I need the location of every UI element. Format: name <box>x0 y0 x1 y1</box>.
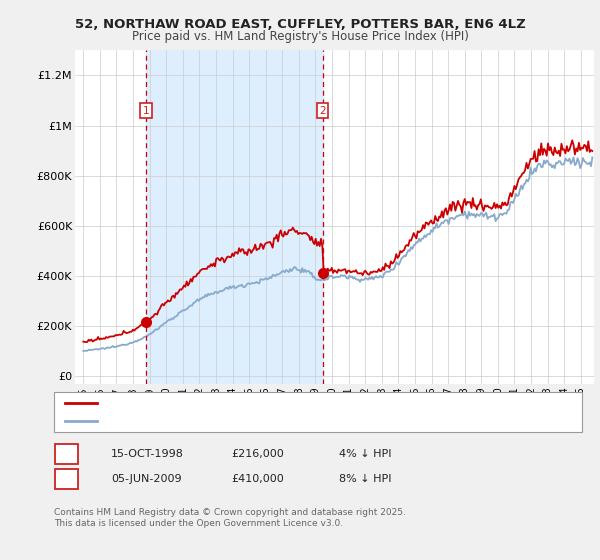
Text: £216,000: £216,000 <box>231 449 284 459</box>
Text: 1: 1 <box>63 449 70 459</box>
Text: 8% ↓ HPI: 8% ↓ HPI <box>339 474 391 484</box>
Text: 2: 2 <box>319 105 326 115</box>
Text: £410,000: £410,000 <box>231 474 284 484</box>
Text: 4% ↓ HPI: 4% ↓ HPI <box>339 449 391 459</box>
Text: 52, NORTHAW ROAD EAST, CUFFLEY, POTTERS BAR, EN6 4LZ (detached house): 52, NORTHAW ROAD EAST, CUFFLEY, POTTERS … <box>103 398 491 408</box>
Text: 2: 2 <box>63 474 70 484</box>
Text: Price paid vs. HM Land Registry's House Price Index (HPI): Price paid vs. HM Land Registry's House … <box>131 30 469 43</box>
Text: HPI: Average price, detached house, Welwyn Hatfield: HPI: Average price, detached house, Welw… <box>103 416 363 426</box>
Text: 05-JUN-2009: 05-JUN-2009 <box>111 474 182 484</box>
Text: 52, NORTHAW ROAD EAST, CUFFLEY, POTTERS BAR, EN6 4LZ: 52, NORTHAW ROAD EAST, CUFFLEY, POTTERS … <box>74 18 526 31</box>
Text: Contains HM Land Registry data © Crown copyright and database right 2025.
This d: Contains HM Land Registry data © Crown c… <box>54 508 406 528</box>
Bar <box>146 50 323 384</box>
Text: 1: 1 <box>143 105 149 115</box>
Text: 15-OCT-1998: 15-OCT-1998 <box>111 449 184 459</box>
